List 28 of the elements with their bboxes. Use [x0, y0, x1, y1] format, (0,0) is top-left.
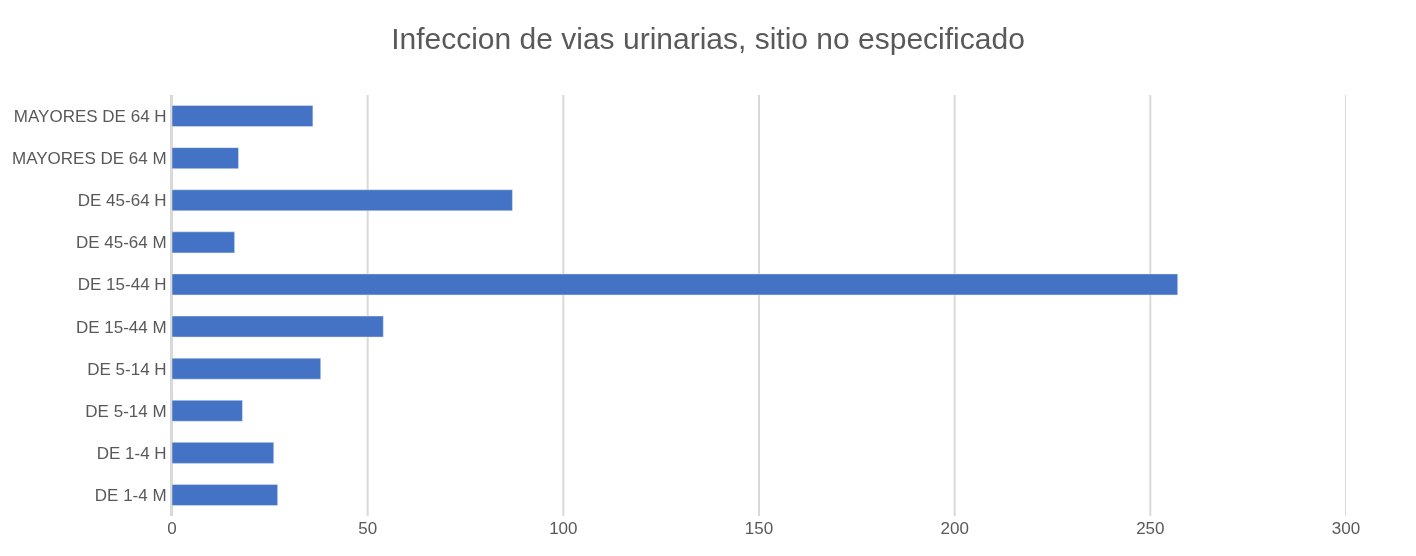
bar	[172, 231, 235, 254]
y-tick-label: DE 15-44 H	[77, 275, 167, 295]
chart-title: Infeccion de vias urinarias, sitio no especificado	[391, 22, 1025, 56]
y-tick-label: DE 45-64 H	[77, 191, 167, 211]
y-tick-label: MAYORES DE 64 M	[11, 149, 167, 169]
y-tick-label: DE 5-14 H	[87, 359, 167, 379]
y-tick-label: MAYORES DE 64 H	[13, 107, 167, 126]
y-tick-label: DE 1-4 M	[94, 485, 167, 505]
x-tick-label: 250	[1136, 519, 1165, 538]
x-tick-label: 200	[940, 519, 969, 538]
bar	[172, 105, 314, 127]
bar	[172, 357, 321, 380]
bar	[172, 147, 239, 169]
y-tick-label: DE 45-64 M	[75, 233, 167, 253]
x-tick-label: 0	[167, 519, 177, 538]
bar	[172, 484, 278, 506]
x-tick-label: 50	[358, 519, 378, 538]
x-tick-label: 100	[549, 519, 578, 538]
y-tick-label: DE 15-44 M	[75, 317, 167, 337]
y-tick-label: DE 5-14 M	[85, 401, 167, 421]
bar	[172, 273, 1178, 296]
bar	[172, 399, 243, 422]
bar	[172, 442, 274, 464]
x-tick-label: 150	[744, 519, 774, 538]
x-tick-label: 300	[1331, 519, 1361, 538]
bar	[172, 315, 384, 338]
bar	[172, 189, 513, 212]
y-tick-label: DE 1-4 H	[96, 443, 167, 463]
